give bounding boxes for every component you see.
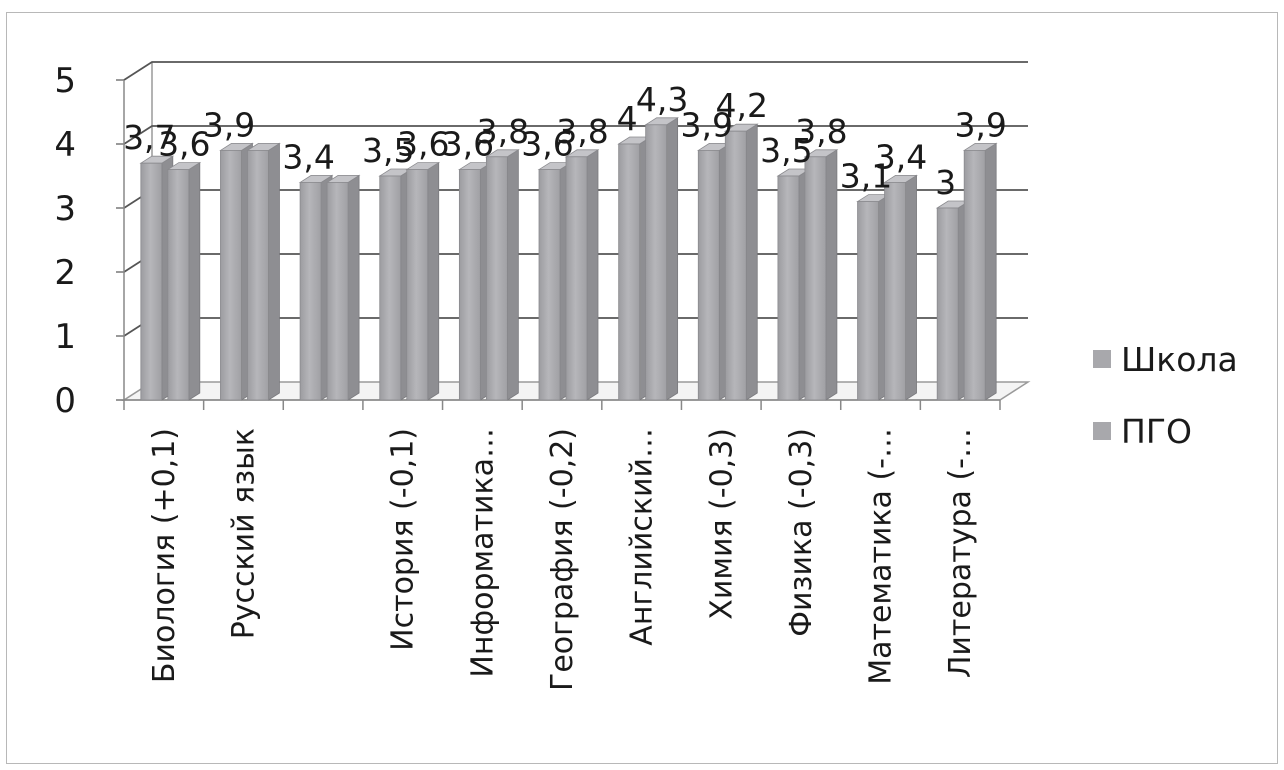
bar-pgo [644,117,680,401]
bar-pgo [883,174,918,401]
legend-swatch-school [1093,350,1111,368]
bar-school [298,174,334,401]
legend: Школа ПГО [1093,338,1238,482]
chart-frame [6,12,1278,764]
y-tick-label: 1 [54,317,76,357]
category-label: Математика (-… [864,428,899,685]
y-tick-label: 0 [54,381,76,421]
bar-pgo [166,161,202,401]
legend-swatch-pgo [1093,422,1111,440]
data-label-school: 3,1 [840,157,892,196]
bars-layer [139,117,998,401]
category-label: Химия (-0,3) [704,428,739,620]
data-label-pgo: 3,8 [477,112,529,151]
data-label-pgo: 3,6 [397,125,449,164]
data-label-school: 3,6 [442,125,494,164]
data-label-pgo: 3,9 [954,105,1006,144]
data-label-pgo: 3,4 [875,137,927,176]
data-label-school: 3,9 [681,105,733,144]
category-label: Физика (-0,3) [784,428,819,637]
legend-label-pgo: ПГО [1121,411,1192,451]
bar-pgo [405,161,441,401]
data-label-school: 3 [935,163,956,202]
category-label: Английский… [625,428,660,646]
category-label: Информатика… [465,428,500,678]
data-label-pgo: 4,2 [716,86,768,125]
y-tick-label: 2 [54,253,76,293]
category-label: Литература (-… [943,428,978,678]
data-label-pgo: 3,8 [795,112,847,151]
legend-item-school[interactable]: Школа [1093,338,1238,380]
bar-pgo [962,142,998,401]
category-label: Биология (+0,1) [147,428,182,683]
data-label-pgo: 4,3 [636,80,688,119]
data-label-school: 3,5 [362,131,414,170]
data-label-school: 3,7 [123,118,175,157]
bar-pgo [246,142,281,401]
category-label: Русский язык [226,428,261,639]
gridline [123,61,1028,81]
legend-item-pgo[interactable]: ПГО [1093,410,1238,452]
data-label-school: 3,9 [203,105,255,144]
bar-pgo [484,149,520,401]
bar-pgo [723,123,759,401]
legend-label-school: Школа [1121,339,1238,379]
bar-pgo [325,174,361,401]
data-label-school: 3,5 [760,131,812,170]
y-tick-label: 3 [54,189,76,229]
category-label: География (-0,2) [545,428,580,691]
data-label-pgo: 3,8 [556,112,608,151]
bar-school [696,142,732,401]
data-label-school: 4 [617,99,638,138]
bar-pgo [803,149,839,401]
data-label-school: 3,6 [521,125,573,164]
y-tick-label: 4 [54,125,76,165]
category-label: История (-0,1) [386,428,421,651]
data-label-pgo: 3,6 [158,125,210,164]
bar-pgo [564,149,600,401]
y-tick-label: 5 [54,61,76,101]
data-label-school: 3,4 [282,137,334,176]
